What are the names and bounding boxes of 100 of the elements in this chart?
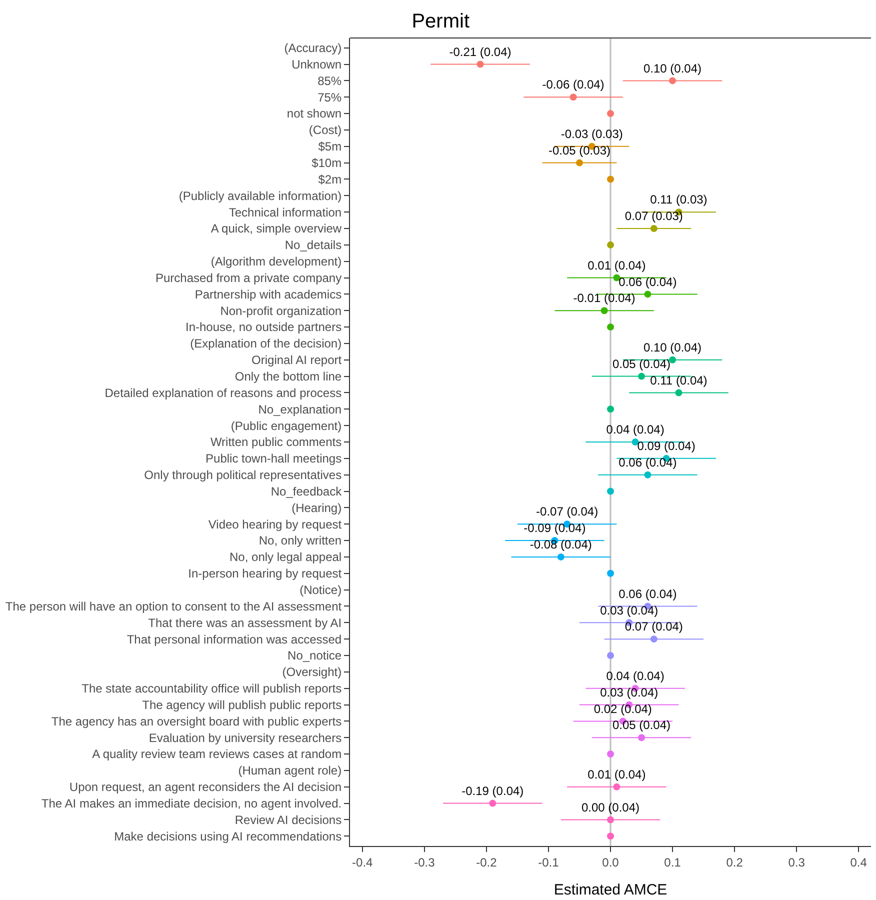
data-label: -0.06 (0.04) (542, 78, 604, 92)
point (607, 652, 614, 659)
y-tick-label: 85% (318, 74, 342, 88)
point (675, 389, 682, 396)
x-tick-label: -0.4 (352, 855, 374, 870)
y-tick-label: Upon request, an agent reconsiders the AI decision (69, 780, 342, 794)
y-tick-label: A quality review team reviews cases at random (92, 747, 342, 762)
point (607, 750, 614, 758)
data-label: 0.07 (0.03) (624, 209, 683, 224)
data-label: -0.21 (0.04) (449, 44, 512, 59)
data-label: -0.01 (0.04) (573, 291, 636, 306)
y-tick-label: (Explanation of the decision) (190, 336, 342, 351)
y-tick-label: No_feedback (270, 484, 343, 498)
data-label: 0.11 (0.04) (650, 373, 708, 388)
point (607, 176, 614, 183)
data-label: 0.03 (0.04) (600, 603, 658, 618)
y-tick-label: No_explanation (258, 402, 342, 416)
point (644, 290, 652, 298)
data-label: 0.03 (0.04) (600, 685, 658, 700)
data-label: -0.09 (0.04) (524, 521, 586, 536)
y-tick-label: That personal information was accessed (126, 632, 342, 646)
data-label: 0.00 (0.04) (581, 800, 640, 814)
point (638, 372, 646, 380)
x-tick-label: -0.2 (476, 855, 498, 870)
y-tick-label: No, only legal appeal (230, 550, 342, 564)
y-tick-label: No_details (284, 238, 342, 252)
y-tick-label: The agency will publish public reports (142, 698, 342, 712)
x-tick-label: 0.4 (850, 855, 868, 870)
y-tick-label: Partnership with academics (194, 287, 342, 302)
y-tick-label: Only the bottom line (234, 370, 342, 384)
y-tick-label: Detailed explanation of reasons and process (104, 386, 342, 400)
y-tick-label: Written public comments (210, 435, 342, 450)
data-label: -0.07 (0.04) (536, 504, 598, 519)
y-tick-label: No_notice (288, 648, 342, 663)
point (476, 60, 484, 68)
y-tick-label: Technical information (228, 205, 342, 220)
x-tick-label: -0.3 (414, 855, 436, 870)
data-label: -0.05 (0.03) (548, 143, 611, 158)
point (650, 225, 658, 232)
point (607, 406, 614, 413)
y-tick-label: (Public engagement) (230, 418, 342, 433)
x-axis-title: Estimated AMCE (554, 881, 668, 898)
y-tick-label: (Cost) (308, 123, 342, 138)
y-tick-label: In-house, no outside partners (185, 320, 342, 334)
data-label: 0.06 (0.04) (618, 586, 677, 601)
y-tick-label: Make decisions using AI recommendations (114, 829, 342, 844)
y-tick-label: That there was an assessment by AI (148, 616, 342, 630)
data-label: 0.06 (0.04) (618, 455, 677, 470)
y-tick-label: (Accuracy) (284, 41, 342, 56)
y-tick-label: The agency has an oversight board with public experts (51, 714, 342, 728)
y-tick-label: The person will have an option to consent to the AI assessment (5, 599, 342, 614)
point (489, 800, 496, 807)
y-tick-label: (Hearing) (292, 500, 342, 515)
data-label: 0.11 (0.03) (650, 192, 708, 207)
point (607, 110, 614, 118)
point (613, 783, 620, 790)
y-tick-label: The AI makes an immediate decision, no agent involved. (41, 796, 342, 810)
data-label: 0.05 (0.04) (612, 356, 671, 371)
y-tick-label: Non-profit organization (220, 304, 342, 318)
data-label: 0.01 (0.04) (588, 768, 646, 782)
data-label: 0.02 (0.04) (594, 702, 652, 716)
point (607, 241, 614, 248)
point (600, 307, 608, 314)
data-label: 0.04 (0.04) (606, 668, 664, 683)
y-tick-label: No, only written (258, 534, 342, 548)
point (669, 77, 676, 84)
y-tick-label: $10m (312, 156, 342, 170)
y-tick-label: Unknown (292, 57, 342, 72)
y-tick-label: Public town-hall meetings (206, 452, 342, 466)
data-label: 0.10 (0.04) (643, 61, 702, 76)
point (576, 159, 583, 166)
point (607, 570, 614, 577)
point (607, 816, 614, 824)
y-tick-label: The state accountability office will publish reports (82, 682, 342, 696)
y-tick-label: (Oversight) (282, 665, 342, 680)
y-tick-label: Original AI report (252, 353, 342, 368)
data-label: 0.04 (0.04) (606, 422, 664, 437)
point (644, 471, 652, 478)
data-label: 0.10 (0.04) (643, 340, 702, 355)
point (570, 94, 577, 101)
point (669, 356, 676, 364)
y-tick-label: Only through political representatives (144, 468, 342, 482)
data-label: 0.06 (0.04) (618, 274, 677, 289)
data-label: 0.07 (0.04) (624, 620, 683, 634)
y-tick-label: $2m (318, 172, 342, 186)
point (650, 636, 658, 643)
data-label: -0.08 (0.04) (530, 538, 592, 552)
data-label: -0.19 (0.04) (462, 784, 524, 798)
data-label: 0.01 (0.04) (588, 258, 646, 272)
data-label: 0.05 (0.04) (612, 718, 671, 732)
y-tick-label: $5m (318, 140, 342, 154)
y-tick-label: (Publicly available information) (178, 188, 342, 203)
point (638, 734, 646, 742)
point (607, 832, 614, 840)
y-tick-label: Evaluation by university researchers (148, 730, 342, 745)
y-tick-label: 75% (318, 90, 342, 104)
y-tick-label: (Notice) (300, 583, 342, 597)
y-tick-label: A quick, simple overview (210, 222, 342, 236)
y-tick-label: Video hearing by request (208, 517, 342, 532)
y-tick-label: Purchased from a private company (156, 270, 342, 285)
